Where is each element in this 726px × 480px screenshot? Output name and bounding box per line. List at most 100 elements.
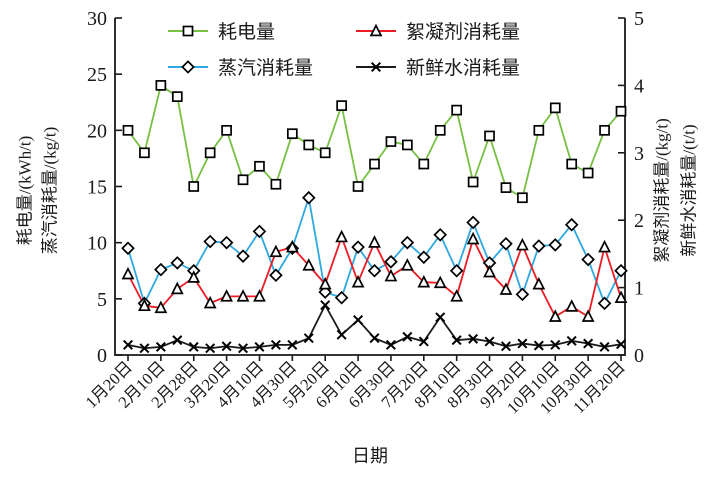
- data-point-square: [139, 147, 150, 159]
- data-point-triangle: [516, 237, 529, 251]
- data-point-triangle: [154, 300, 168, 314]
- data-point-triangle: [565, 299, 579, 312]
- legend-label: 絮凝剂消耗量: [406, 21, 520, 43]
- data-point-square: [336, 100, 347, 111]
- data-point-diamond: [252, 224, 267, 239]
- data-point-x: [500, 341, 511, 352]
- data-point-x: [221, 341, 232, 352]
- data-point-diamond: [121, 241, 135, 256]
- right-axis-tick-label: 5: [634, 8, 644, 30]
- data-point-diamond: [564, 217, 579, 232]
- data-point-x: [435, 312, 446, 323]
- data-point-diamond: [548, 238, 563, 252]
- data-point-diamond: [614, 263, 628, 278]
- data-point-square: [566, 158, 578, 170]
- data-point-triangle: [302, 258, 316, 271]
- left-axis-tick-label: 30: [87, 8, 107, 30]
- right-axis-tick-label: 4: [634, 75, 644, 97]
- data-point-diamond: [219, 235, 234, 250]
- data-point-triangle: [532, 276, 546, 290]
- data-point-triangle: [253, 289, 266, 302]
- data-point-square: [549, 102, 561, 114]
- data-point-diamond: [236, 249, 250, 263]
- data-point-x: [205, 343, 216, 354]
- data-point-square: [254, 160, 265, 172]
- series-line: [127, 196, 622, 305]
- data-point-x: [303, 333, 314, 344]
- data-point-triangle: [138, 298, 151, 312]
- data-point-triangle: [384, 268, 398, 282]
- data-point-diamond: [334, 290, 349, 305]
- left-axis-tick-label: 10: [87, 233, 107, 255]
- data-point-x: [155, 341, 166, 352]
- data-point-square: [517, 192, 528, 204]
- data-point-diamond: [532, 239, 546, 253]
- data-point-x: [583, 338, 594, 349]
- data-point-triangle: [499, 282, 513, 295]
- data-point-x: [517, 338, 528, 349]
- series-line: [127, 304, 622, 350]
- left-axis-tick-label: 0: [97, 345, 107, 367]
- data-point-triangle: [220, 289, 233, 302]
- right-axis-tick-label: 3: [634, 143, 644, 165]
- data-point-square: [319, 147, 331, 159]
- data-point-diamond: [170, 256, 185, 270]
- data-point-diamond: [203, 234, 217, 249]
- data-point-x: [550, 339, 561, 350]
- data-point-x: [336, 329, 347, 340]
- data-point-square: [599, 124, 610, 136]
- data-point-diamond: [181, 60, 195, 74]
- data-point-triangle: [203, 295, 217, 309]
- data-point-diamond: [449, 263, 464, 278]
- data-point-triangle: [285, 239, 299, 253]
- data-point-x: [451, 335, 462, 346]
- left-axis-tick-label: 15: [87, 177, 107, 199]
- data-point-x: [402, 331, 413, 342]
- data-point-diamond: [416, 250, 431, 265]
- data-point-square: [171, 91, 183, 102]
- data-point-triangle: [466, 231, 480, 245]
- data-point-x: [533, 340, 544, 351]
- data-point-x: [369, 333, 380, 344]
- data-point-square: [182, 25, 194, 37]
- data-point-triangle: [368, 235, 381, 248]
- data-point-square: [615, 105, 627, 117]
- data-point-square: [270, 178, 282, 190]
- data-point-diamond: [351, 240, 365, 254]
- data-point-triangle: [335, 229, 349, 243]
- data-point-triangle: [269, 244, 283, 258]
- data-point-diamond: [597, 296, 612, 311]
- data-point-x: [188, 341, 199, 352]
- data-point-square: [402, 139, 413, 151]
- data-point-square: [221, 124, 232, 136]
- x-axis-title: 日期: [352, 446, 388, 466]
- data-point-triangle: [318, 276, 332, 290]
- data-point-triangle: [614, 290, 628, 303]
- data-point-x: [370, 61, 382, 73]
- data-point-x: [484, 336, 495, 347]
- data-point-triangle: [433, 275, 447, 289]
- legend-label: 耗电量: [218, 21, 275, 43]
- data-point-x: [254, 341, 265, 352]
- data-point-x: [566, 335, 577, 346]
- data-point-triangle: [400, 258, 414, 271]
- left-axis-tick-label: 25: [87, 64, 107, 86]
- data-point-x: [418, 336, 429, 347]
- data-point-x: [139, 343, 150, 354]
- legend-label: 新鲜水消耗量: [406, 57, 520, 79]
- data-point-square: [237, 174, 249, 186]
- right-axis-tick-label: 0: [634, 345, 644, 367]
- data-point-square: [533, 124, 545, 136]
- data-point-x: [599, 341, 610, 352]
- data-point-square: [352, 181, 364, 192]
- data-point-triangle: [236, 289, 250, 302]
- data-point-diamond: [269, 268, 283, 283]
- data-point-diamond: [466, 215, 480, 230]
- data-point-diamond: [400, 235, 415, 250]
- left-axis-tick-label: 5: [97, 289, 107, 311]
- data-point-square: [385, 136, 397, 147]
- data-point-triangle: [121, 266, 135, 280]
- data-point-x: [320, 300, 331, 311]
